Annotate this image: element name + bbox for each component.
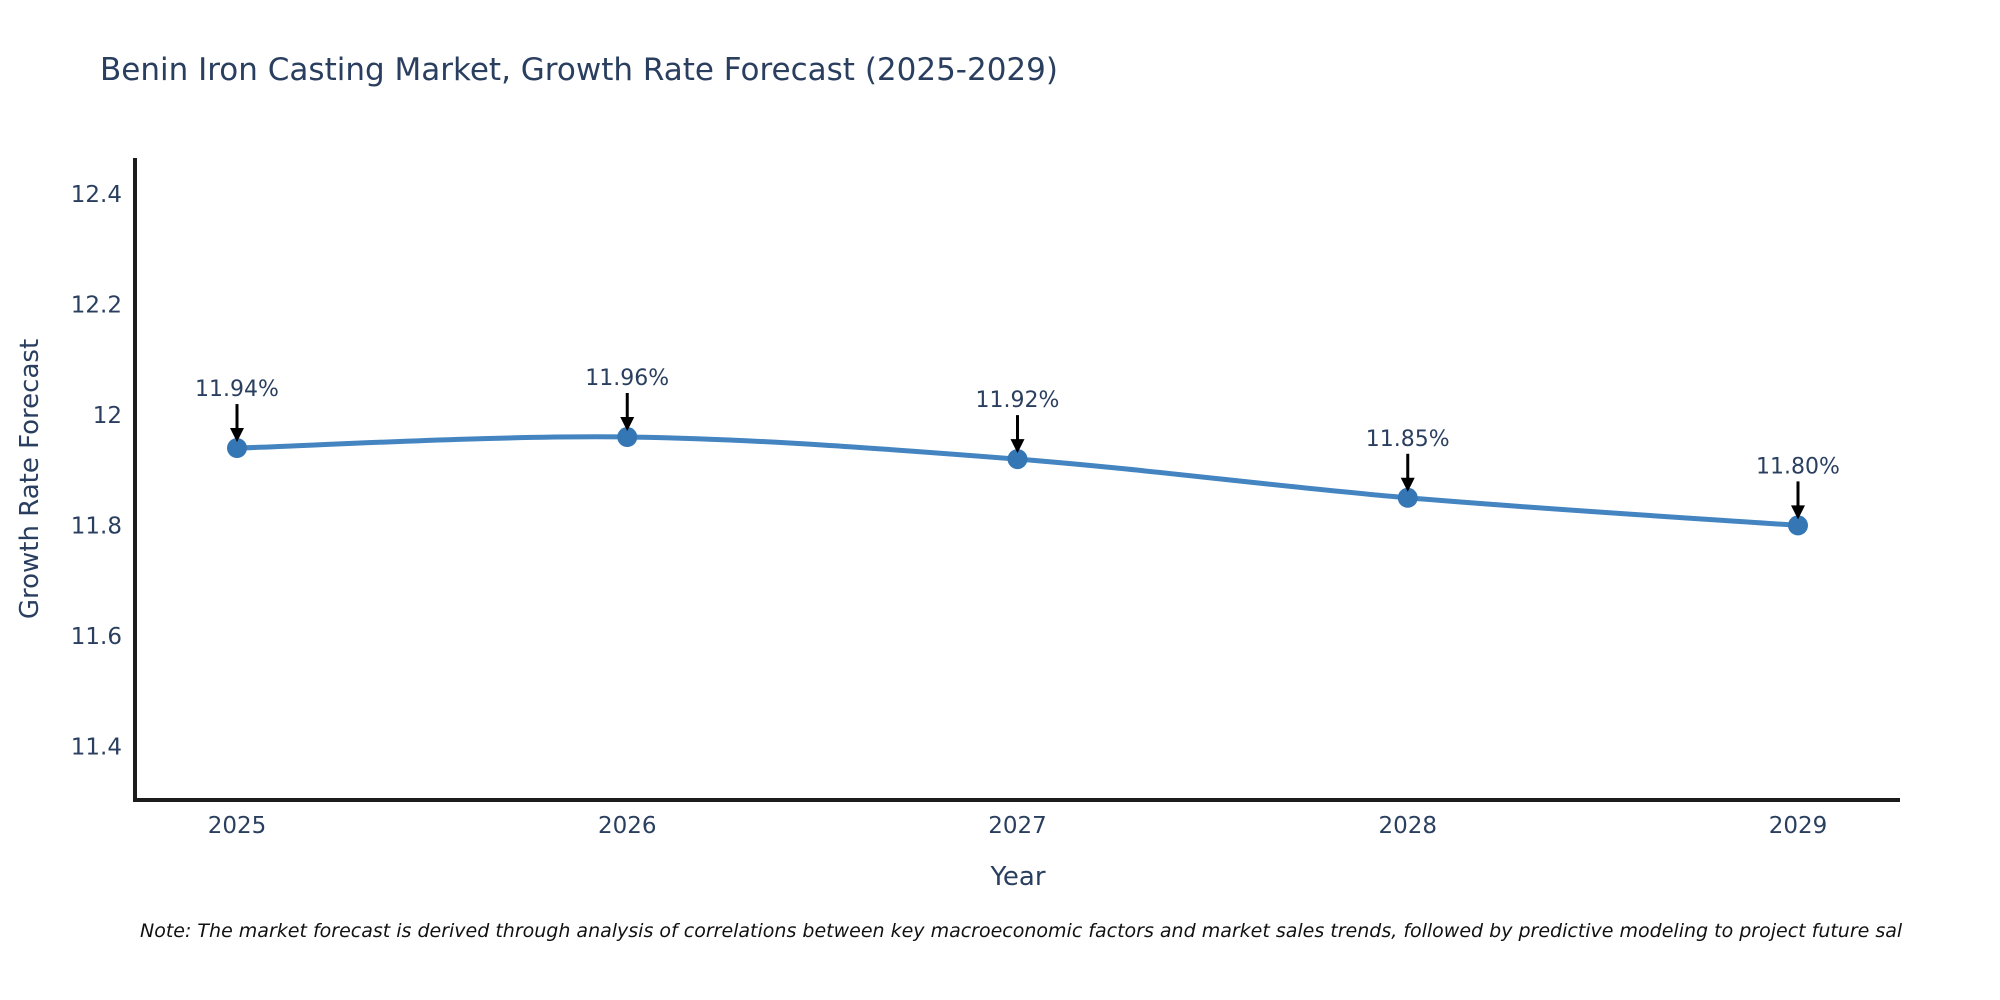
x-axis-title: Year <box>990 862 1046 892</box>
y-tick-label-11.6: 11.6 <box>71 624 122 650</box>
x-tick-label-2028: 2028 <box>1378 813 1437 839</box>
x-tick-label-2027: 2027 <box>988 813 1047 839</box>
y-tick-label-11.4: 11.4 <box>71 734 122 760</box>
data-label-2025: 11.94% <box>195 377 279 402</box>
x-tick-label-2026: 2026 <box>598 813 657 839</box>
data-point-2029[interactable] <box>1788 515 1808 536</box>
data-label-2027: 11.92% <box>976 388 1060 413</box>
data-point-2028[interactable] <box>1397 487 1418 508</box>
data-label-2026: 11.96% <box>585 366 669 391</box>
annotation-arrowhead <box>1400 477 1415 492</box>
annotation-arrowhead <box>230 428 244 443</box>
x-tick-label-2029: 2029 <box>1769 813 1828 839</box>
y-tick-label-12.4: 12.4 <box>71 182 122 208</box>
x-tick-label-2025: 2025 <box>208 813 267 839</box>
chart-footnote: Note: The market forecast is derived thr… <box>140 920 1903 942</box>
chart-title: Benin Iron Casting Market, Growth Rate F… <box>100 52 1058 88</box>
data-point-2025[interactable] <box>227 438 247 459</box>
y-tick-label-12: 12 <box>93 403 122 429</box>
y-tick-label-12.2: 12.2 <box>71 292 122 318</box>
data-point-2027[interactable] <box>1007 449 1028 470</box>
y-tick-label-11.8: 11.8 <box>71 513 122 539</box>
data-label-2029: 11.80% <box>1756 454 1840 479</box>
annotation-arrowhead <box>620 417 635 432</box>
data-label-2028: 11.85% <box>1366 427 1450 452</box>
annotation-arrowhead <box>1010 439 1025 454</box>
data-point-2026[interactable] <box>617 427 638 448</box>
annotation-arrowhead <box>1791 505 1805 520</box>
